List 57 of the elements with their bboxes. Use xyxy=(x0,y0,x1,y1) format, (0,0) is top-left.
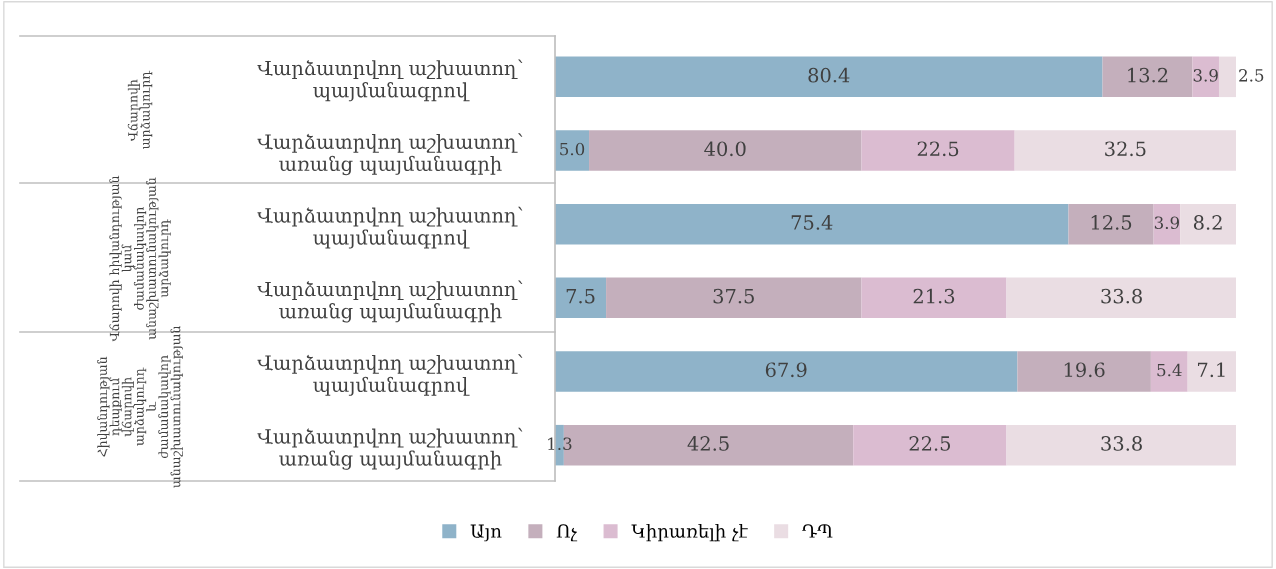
bar xyxy=(1017,351,1151,392)
data-label: 21.3 xyxy=(913,288,955,304)
y-tick-label: Վարձատրվող աշխատող՝ պայմանագրով xyxy=(257,206,523,249)
bar xyxy=(1218,56,1236,98)
data-label: 5.4 xyxy=(1157,363,1182,377)
bar xyxy=(861,130,1015,171)
legend-label: Ոչ xyxy=(556,524,578,542)
data-label: 75.4 xyxy=(791,215,833,230)
data-label: 33.8 xyxy=(1101,436,1142,451)
data-label: 3.9 xyxy=(1154,216,1180,229)
bar xyxy=(1006,277,1236,319)
data-label: 13.2 xyxy=(1128,67,1168,83)
bar xyxy=(1153,203,1181,245)
data-label: 12.5 xyxy=(1091,215,1132,230)
data-label: 5.0 xyxy=(560,142,585,156)
data-label: 32.5 xyxy=(1105,141,1146,157)
text: Վճարովի արձակուրդ xyxy=(127,70,153,150)
bar xyxy=(1192,56,1219,98)
data-label: 22.5 xyxy=(917,141,959,157)
data-label: 42.5 xyxy=(687,436,729,451)
data-label: 40.0 xyxy=(704,141,746,157)
bar xyxy=(1014,130,1236,171)
bar xyxy=(1187,351,1236,392)
data-label: 7.1 xyxy=(1198,362,1225,378)
data-label: 33.8 xyxy=(1101,288,1142,304)
bar xyxy=(555,203,1069,245)
data-label: 80.4 xyxy=(808,67,850,83)
data-label: 22.5 xyxy=(909,436,951,451)
bar xyxy=(1068,203,1154,245)
y-tick-label: Վարձատրվող աշխատող՝ առանց պայմանագրի xyxy=(257,427,523,470)
data-label: 2.5 xyxy=(1239,69,1264,82)
text: Վճարովի հիվանդության կամ ժամանակավոր անաշխատունակության արձակուրդ xyxy=(109,175,171,342)
legend-label: Կիրառելի չէ xyxy=(631,523,748,542)
y-tick-label: Վարձատրվող աշխատող՝ պայմանագրով xyxy=(257,354,523,396)
bar xyxy=(1150,351,1188,392)
data-label: 37.5 xyxy=(713,288,754,304)
bar xyxy=(555,130,590,171)
data-label: 8.2 xyxy=(1193,215,1222,230)
data-label: 3.9 xyxy=(1193,69,1218,82)
bar xyxy=(1180,203,1236,245)
bar xyxy=(861,277,1007,319)
bar xyxy=(555,277,607,319)
bar xyxy=(589,130,862,171)
legend-label: Այո xyxy=(470,524,502,542)
y-tick-label: Վարձատրվող աշխատող՝ առանց պայմանագրի xyxy=(257,133,523,176)
y-tick-label: Վարձատրվող աշխատող՝ առանց պայմանագրի xyxy=(257,280,523,323)
data-label: 19.6 xyxy=(1064,362,1105,378)
data-label: 67.9 xyxy=(765,362,807,378)
bar xyxy=(1102,56,1193,98)
y-tick-label: Վարձատրվող աշխատող՝ պայմանագրով xyxy=(257,59,523,102)
legend-label: ԴՊ xyxy=(802,524,833,538)
bar xyxy=(606,277,862,319)
bar xyxy=(555,56,1103,98)
bar xyxy=(853,424,1007,466)
bar xyxy=(1006,424,1236,466)
data-label: 7.5 xyxy=(566,289,595,304)
bar xyxy=(555,351,1018,392)
